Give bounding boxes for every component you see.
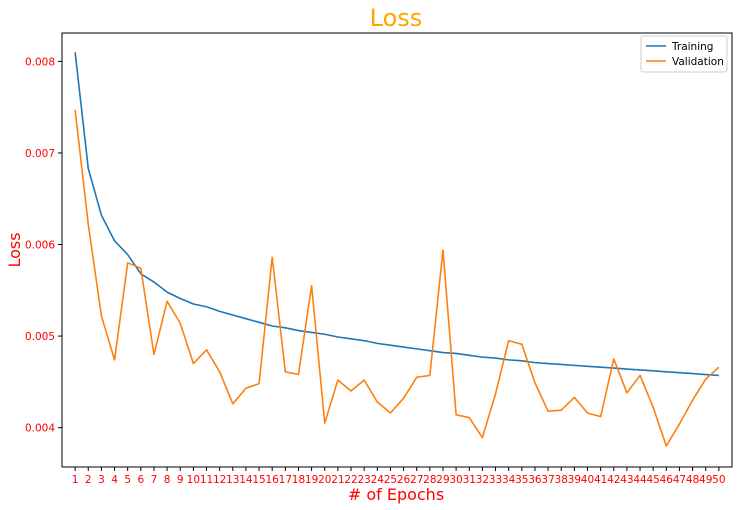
x-tick-label: 15	[252, 474, 265, 486]
x-tick-label: 36	[528, 474, 542, 486]
x-tick-label: 43	[620, 474, 633, 486]
x-axis-label: # of Epochs	[348, 485, 444, 504]
x-tick-label: 19	[305, 474, 318, 486]
x-tick-label: 13	[226, 474, 239, 486]
x-tick-label: 1	[72, 474, 79, 486]
x-tick-label: 42	[607, 474, 620, 486]
plot-area-frame	[61, 32, 733, 468]
y-tick-label: 0.006	[25, 240, 55, 252]
x-tick-label: 34	[502, 474, 516, 486]
x-tick-label: 46	[660, 474, 674, 486]
x-tick-label: 21	[331, 474, 344, 486]
x-axis: 1 2 3 4 5 6 7 8 9 10 11 12 13 14 15 16 17 18 19 20 21 22 23 24 2…	[72, 467, 726, 486]
legend: Training Validation	[640, 35, 728, 73]
x-tick-label: 49	[699, 474, 712, 486]
x-tick-label: 39	[568, 474, 581, 486]
x-tick-label: 41	[594, 474, 607, 486]
x-tick-label: 8	[164, 474, 171, 486]
x-tick-label: 24	[371, 474, 385, 486]
x-tick-label: 12	[213, 474, 226, 486]
x-tick-label: 44	[633, 474, 647, 486]
x-tick-label: 28	[423, 474, 436, 486]
chart-title: Loss	[370, 4, 423, 32]
x-tick-label: 20	[318, 474, 331, 486]
series-lines	[74, 52, 720, 447]
x-tick-label: 18	[292, 474, 305, 486]
x-tick-label: 50	[712, 474, 725, 486]
y-axis-label: Loss	[5, 232, 24, 267]
x-tick-label: 47	[673, 474, 686, 486]
x-tick-label: 5	[124, 474, 131, 486]
y-tick-label: 0.008	[25, 56, 55, 68]
x-tick-label: 6	[137, 474, 144, 486]
y-tick-label: 0.007	[25, 148, 55, 160]
x-tick-label: 17	[279, 474, 292, 486]
x-tick-label: 38	[555, 474, 568, 486]
x-tick-label: 11	[200, 474, 213, 486]
x-tick-label: 33	[489, 474, 502, 486]
x-tick-label: 23	[357, 474, 370, 486]
x-tick-label: 9	[177, 474, 184, 486]
series-line-validation	[74, 109, 720, 447]
x-tick-label: 14	[239, 474, 253, 486]
legend-label-training: Training	[671, 41, 713, 53]
y-tick-label: 0.004	[25, 423, 55, 435]
x-tick-label: 27	[410, 474, 423, 486]
x-tick-label: 10	[187, 474, 200, 486]
x-tick-label: 45	[646, 474, 659, 486]
legend-box	[640, 35, 728, 73]
y-axis: 0.004 0.005 0.006 0.007 0.008	[25, 56, 62, 435]
x-tick-label: 37	[541, 474, 554, 486]
x-tick-label: 31	[463, 474, 476, 486]
x-tick-label: 29	[436, 474, 449, 486]
x-tick-label: 32	[476, 474, 489, 486]
x-tick-label: 35	[515, 474, 528, 486]
x-tick-label: 2	[85, 474, 92, 486]
y-tick-label: 0.005	[25, 331, 55, 343]
x-tick-label: 16	[266, 474, 280, 486]
x-tick-label: 48	[686, 474, 699, 486]
legend-label-validation: Validation	[672, 56, 724, 68]
x-tick-label: 40	[581, 474, 594, 486]
x-tick-label: 22	[344, 474, 357, 486]
series-line-training	[74, 52, 719, 377]
x-tick-label: 3	[98, 474, 105, 486]
x-tick-label: 4	[111, 474, 118, 486]
x-tick-label: 25	[384, 474, 397, 486]
x-tick-label: 30	[449, 474, 462, 486]
x-tick-label: 7	[151, 474, 158, 486]
x-tick-label: 26	[397, 474, 411, 486]
